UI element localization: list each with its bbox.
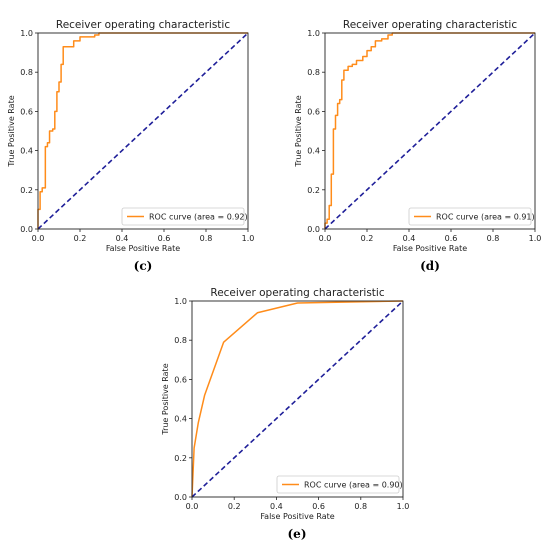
x-tick-label: 0.2 <box>228 502 241 511</box>
y-tick-label: 0.4 <box>307 147 320 156</box>
x-tick-label: 0.4 <box>116 234 129 243</box>
x-tick-label: 0.2 <box>74 234 87 243</box>
roc-curve-line <box>191 300 404 498</box>
x-tick-label: 0.6 <box>445 234 458 243</box>
legend-box <box>276 475 400 494</box>
y-tick-label: 0.2 <box>174 454 187 463</box>
legend-label: ROC curve (area = 0.91) <box>436 213 535 222</box>
x-axis-label: False Positive Rate <box>106 244 180 253</box>
chance-diagonal-line <box>37 32 249 230</box>
y-tick-label: 0.6 <box>20 107 33 116</box>
legend-label: ROC curve (area = 0.90) <box>304 481 403 490</box>
chance-diagonal-line <box>191 300 404 498</box>
y-tick-label: 0.0 <box>20 225 33 234</box>
x-axis-label: False Positive Rate <box>260 512 334 521</box>
x-tick-label: 0.0 <box>186 502 199 511</box>
legend: ROC curve (area = 0.90) <box>276 475 403 494</box>
x-tick-label: 1.0 <box>529 234 542 243</box>
caption-c: (c) <box>133 259 153 273</box>
legend: ROC curve (area = 0.92) <box>121 207 248 226</box>
plot-frame <box>37 32 249 230</box>
chart-title: Receiver operating characteristic <box>210 287 384 299</box>
x-axis-label: False Positive Rate <box>393 244 467 253</box>
x-tick-label: 1.0 <box>397 502 410 511</box>
x-tick-label: 0.0 <box>319 234 332 243</box>
caption-e: (e) <box>287 527 307 541</box>
legend-box <box>121 207 245 226</box>
legend-label: ROC curve (area = 0.92) <box>149 213 248 222</box>
x-tick-label: 0.4 <box>403 234 416 243</box>
chart-title: Receiver operating characteristic <box>343 19 517 31</box>
y-tick-label: 0.0 <box>174 493 187 502</box>
y-tick-label: 0.8 <box>307 68 320 77</box>
roc-curve-line <box>37 32 248 229</box>
x-tick-label: 0.8 <box>354 502 367 511</box>
y-tick-label: 0.6 <box>174 375 187 384</box>
y-tick-label: 0.0 <box>307 225 320 234</box>
x-tick-label: 0.6 <box>312 502 325 511</box>
x-tick-label: 0.8 <box>487 234 500 243</box>
y-tick-label: 0.2 <box>20 186 33 195</box>
roc-panel-1: Receiver operating characteristic 0.0 0.2 0… <box>7 19 254 253</box>
chart-title: Receiver operating characteristic <box>56 19 230 31</box>
y-tick-label: 0.4 <box>174 415 187 424</box>
plot-frame <box>324 32 536 230</box>
plot-frame <box>191 300 404 498</box>
y-tick-label: 0.8 <box>174 336 187 345</box>
x-tick-label: 1.0 <box>242 234 255 243</box>
x-tick-label: 0.6 <box>158 234 171 243</box>
y-tick-label: 0.2 <box>307 186 320 195</box>
y-axis-label: True Positive Rate <box>161 363 170 435</box>
roc-curve-line <box>324 32 535 229</box>
y-tick-label: 0.8 <box>20 68 33 77</box>
x-tick-label: 0.2 <box>361 234 374 243</box>
legend: ROC curve (area = 0.91) <box>408 207 535 226</box>
caption-d: (d) <box>420 259 440 273</box>
y-tick-label: 1.0 <box>174 297 187 306</box>
x-tick-label: 0.8 <box>200 234 213 243</box>
x-tick-label: 0.0 <box>32 234 45 243</box>
roc-panel-2: Receiver operating characteristic 0.0 0.2 0… <box>294 19 541 253</box>
y-tick-label: 0.4 <box>20 147 33 156</box>
roc-panel-3: Receiver operating characteristic 0.0 0.2 0… <box>161 287 409 521</box>
legend-box <box>408 207 532 226</box>
x-tick-label: 0.4 <box>270 502 283 511</box>
y-tick-label: 0.6 <box>307 107 320 116</box>
y-axis-label: True Positive Rate <box>294 95 303 167</box>
y-tick-label: 1.0 <box>307 29 320 38</box>
y-tick-label: 1.0 <box>20 29 33 38</box>
y-axis-label: True Positive Rate <box>7 95 16 167</box>
